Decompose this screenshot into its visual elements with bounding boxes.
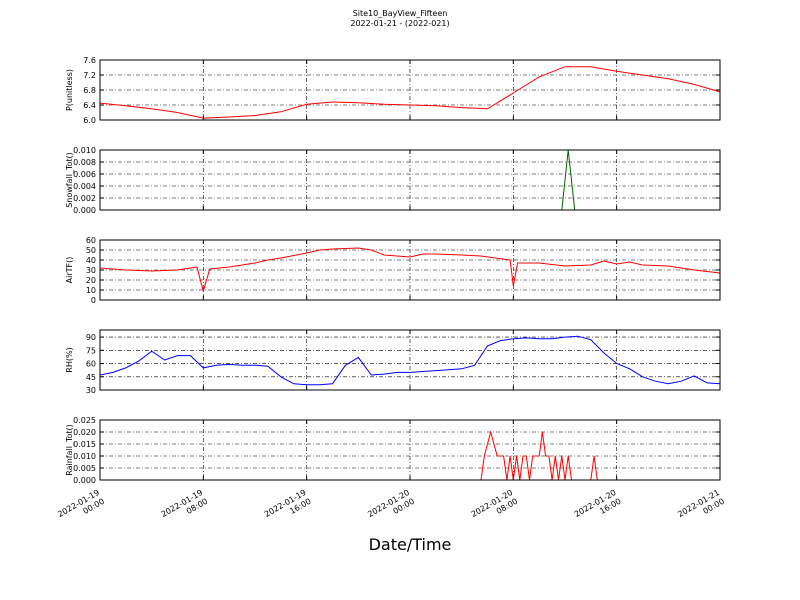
y-tick-label: 10: [86, 286, 96, 295]
y-tick-label: 0.020: [73, 428, 96, 437]
plot-frame: [99, 59, 721, 121]
y-axis-label: P(unitless): [65, 69, 74, 111]
y-axis-label: Rainfall_Tot(): [65, 424, 74, 476]
y-tick-label: 45: [86, 373, 96, 382]
y-tick-label: 60: [86, 236, 96, 245]
figure-subtitle: 2022-01-21 - (2022-021): [350, 19, 449, 28]
data-line: [99, 66, 721, 119]
data-line: [100, 430, 720, 481]
x-tick-label: 2022-01-2000:00: [366, 488, 416, 528]
y-tick-label: 0.004: [73, 182, 96, 191]
y-tick-label: 0.006: [73, 170, 96, 179]
figure-title: Site10_BayView_Fifteen: [353, 9, 448, 18]
x-tick-label: 2022-01-2008:00: [470, 488, 520, 528]
data-line: [99, 335, 721, 386]
y-tick-label: 0.010: [73, 146, 96, 155]
y-tick-label: 40: [86, 256, 96, 265]
plot-frame: [99, 419, 721, 481]
x-axis-label: Date/Time: [369, 535, 452, 554]
y-tick-label: 0: [91, 296, 96, 305]
x-tick-label: 2022-01-1900:00: [56, 488, 106, 528]
y-tick-label: 0.008: [73, 158, 96, 167]
y-tick-label: 60: [86, 360, 96, 369]
plot-frame: [99, 149, 721, 211]
y-axis-label: AirTF(): [65, 257, 74, 284]
y-tick-label: 75: [86, 346, 96, 355]
plot-frame: [99, 239, 721, 301]
y-tick-label: 90: [86, 333, 96, 342]
x-tick-label: 2022-01-1908:00: [160, 488, 210, 528]
x-tick-label: 2022-01-2100:00: [676, 488, 726, 528]
y-tick-label: 7.2: [83, 71, 96, 80]
y-tick-label: 6.8: [83, 86, 96, 95]
y-tick-label: 0.000: [73, 206, 96, 215]
y-tick-label: 6.0: [83, 116, 96, 125]
y-tick-label: 0.010: [73, 452, 96, 461]
y-tick-label: 30: [86, 386, 96, 395]
y-tick-label: 6.4: [83, 101, 96, 110]
x-tick-label: 2022-01-1916:00: [263, 488, 313, 528]
y-tick-label: 7.6: [83, 56, 96, 65]
y-tick-label: 0.015: [73, 440, 96, 449]
plot-frame: [99, 329, 721, 391]
y-tick-label: 50: [86, 246, 96, 255]
y-axis-label: Snowfall_Tot(): [65, 152, 74, 208]
x-tick-label: 2022-01-2016:00: [573, 488, 623, 528]
y-tick-label: 0.025: [73, 416, 96, 425]
y-tick-label: 0.005: [73, 464, 96, 473]
data-line: [99, 247, 721, 293]
y-axis-label: RH(%): [65, 347, 74, 372]
y-tick-label: 0.000: [73, 476, 96, 485]
y-tick-label: 20: [86, 276, 96, 285]
y-tick-label: 30: [86, 266, 96, 275]
y-tick-label: 0.002: [73, 194, 96, 203]
